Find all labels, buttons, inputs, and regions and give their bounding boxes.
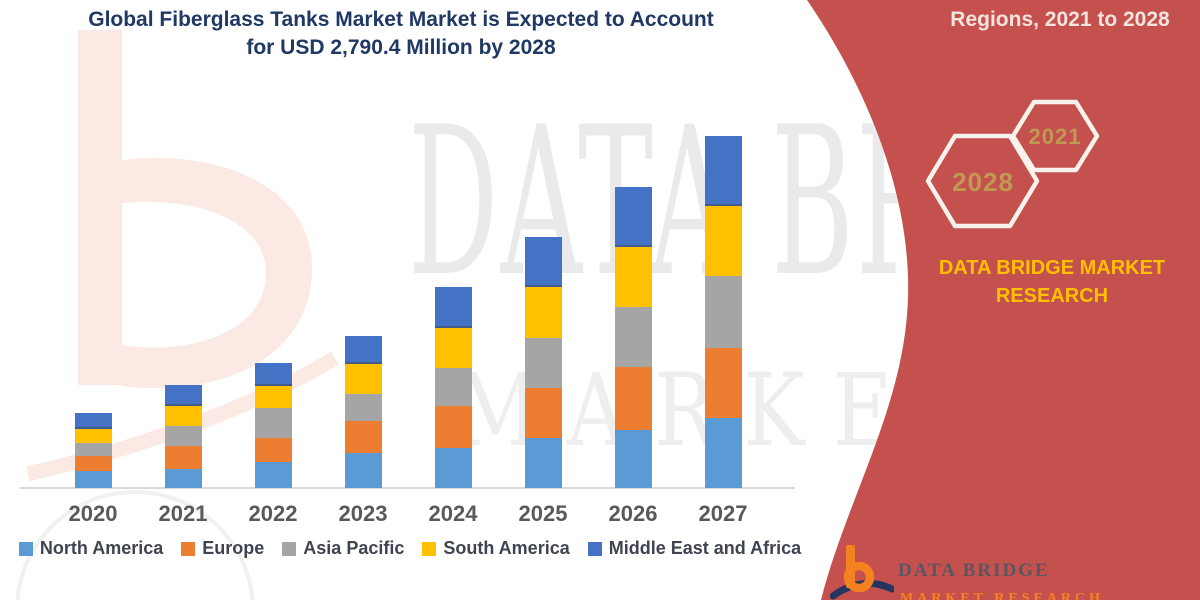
- bar-segment-2027-europe: [704, 348, 742, 418]
- x-axis-label-2020: 2020: [68, 501, 118, 526]
- x-axis-label-2024: 2024: [428, 501, 478, 526]
- bar-segment-2021-north-america: [164, 469, 202, 488]
- bar-segment-2020-south-america: [74, 429, 112, 443]
- legend-swatch-icon: [587, 541, 602, 556]
- x-axis-label-2027: 2027: [698, 501, 748, 526]
- x-axis-label-2023: 2023: [338, 501, 388, 526]
- bar-segment-2024-north-america: [434, 448, 472, 488]
- bar-segment-2024-asia-pacific: [434, 368, 472, 406]
- bar-segment-2023-europe: [344, 421, 382, 453]
- banner-heading: Regions, 2021 to 2028: [950, 8, 1170, 31]
- hexagon-2021-outline: [1010, 99, 1100, 173]
- legend-item-north-america: North America: [18, 538, 164, 559]
- x-axis-line: [20, 487, 795, 489]
- bar-segment-2023-middle-east-and-africa: [344, 336, 382, 364]
- bar-segment-2026-north-america: [614, 430, 652, 488]
- bar-segment-2026-south-america: [614, 247, 652, 307]
- bar-segment-2026-asia-pacific: [614, 307, 652, 367]
- bar-segment-2025-asia-pacific: [524, 338, 562, 388]
- legend-label: Middle East and Africa: [608, 538, 802, 558]
- bar-segment-2023-north-america: [344, 453, 382, 488]
- bar-segment-2021-europe: [164, 446, 202, 469]
- bar-segment-2021-middle-east-and-africa: [164, 385, 202, 406]
- legend-label: North America: [39, 538, 164, 558]
- x-axis-label-2021: 2021: [158, 501, 208, 526]
- bar-segment-2022-north-america: [254, 462, 292, 488]
- brand-name-line2: RESEARCH: [995, 285, 1109, 307]
- bar-segment-2022-middle-east-and-africa: [254, 363, 292, 386]
- chart-title-line2: for USD 2,790.4 Million by 2028: [246, 36, 556, 59]
- legend-label: Asia Pacific: [303, 538, 405, 558]
- legend-swatch-icon: [18, 541, 33, 556]
- bar-segment-2022-asia-pacific: [254, 408, 292, 438]
- bar-segment-2025-south-america: [524, 287, 562, 338]
- watermark-circle: [15, 490, 255, 600]
- bar-segment-2027-asia-pacific: [704, 276, 742, 348]
- bar-segment-2022-europe: [254, 438, 292, 462]
- data-bridge-logo-icon: [830, 545, 894, 600]
- x-axis-label-2026: 2026: [608, 501, 658, 526]
- chart-legend: North America Europe Asia Pacific South Ame…: [18, 538, 802, 559]
- stacked-bar-chart: 2020 2021 2022 2023 2024 2025 2026 2027: [20, 136, 795, 526]
- red-band-shape: [807, 0, 1200, 600]
- bar-segment-2025-north-america: [524, 438, 562, 488]
- bar-segment-2024-south-america: [434, 328, 472, 368]
- legend-item-south-america: South America: [422, 538, 570, 559]
- bar-segment-2024-europe: [434, 406, 472, 448]
- bar-segment-2020-europe: [74, 456, 112, 471]
- chart-title-line1: Global Fiberglass Tanks Market Market is…: [88, 8, 714, 31]
- bar-segment-2025-europe: [524, 388, 562, 438]
- legend-item-europe: Europe: [181, 538, 264, 559]
- bar-segment-2022-south-america: [254, 386, 292, 408]
- legend-label: South America: [443, 538, 570, 558]
- brand-name-text: DATA BRIDGE MARKET RESEARCH: [932, 254, 1172, 310]
- bar-segment-2023-asia-pacific: [344, 394, 382, 421]
- hexagon-2028-label: 2028: [952, 167, 1014, 197]
- bar-segment-2027-north-america: [704, 418, 742, 488]
- bar-segment-2027-south-america: [704, 206, 742, 276]
- footer-logo-subname: MARKET RESEARCH: [900, 591, 1105, 600]
- hexagon-2028-outline: [925, 133, 1040, 229]
- bar-segment-2021-south-america: [164, 406, 202, 426]
- chart-title: Global Fiberglass Tanks Market Market is…: [60, 6, 742, 62]
- bar-segment-2021-asia-pacific: [164, 426, 202, 446]
- bar-segment-2025-middle-east-and-africa: [524, 237, 562, 287]
- legend-swatch-icon: [282, 541, 297, 556]
- bar-segment-2023-south-america: [344, 364, 382, 394]
- hexagon-2021-label: 2021: [1028, 124, 1082, 149]
- bar-segment-2026-middle-east-and-africa: [614, 187, 652, 247]
- bar-segment-2020-north-america: [74, 471, 112, 488]
- logo-b-bowl: [843, 561, 875, 593]
- watermark-b-shape: [78, 30, 313, 389]
- legend-item-asia-pacific: Asia Pacific: [282, 538, 404, 559]
- bar-segment-2024-middle-east-and-africa: [434, 287, 472, 328]
- footer-logo-name: DATA BRIDGE: [898, 560, 1050, 581]
- bar-segment-2020-asia-pacific: [74, 443, 112, 456]
- legend-swatch-icon: [181, 541, 196, 556]
- bar-segment-2026-europe: [614, 367, 652, 430]
- brand-name-line1: DATA BRIDGE MARKET: [938, 257, 1166, 279]
- legend-label: Europe: [202, 538, 265, 558]
- x-axis-label-2022: 2022: [248, 501, 298, 526]
- x-axis-label-2025: 2025: [518, 501, 568, 526]
- legend-item-middle-east-and-africa: Middle East and Africa: [587, 538, 802, 559]
- bar-segment-2020-middle-east-and-africa: [74, 413, 112, 429]
- legend-swatch-icon: [422, 541, 437, 556]
- bar-segment-2027-middle-east-and-africa: [704, 136, 742, 206]
